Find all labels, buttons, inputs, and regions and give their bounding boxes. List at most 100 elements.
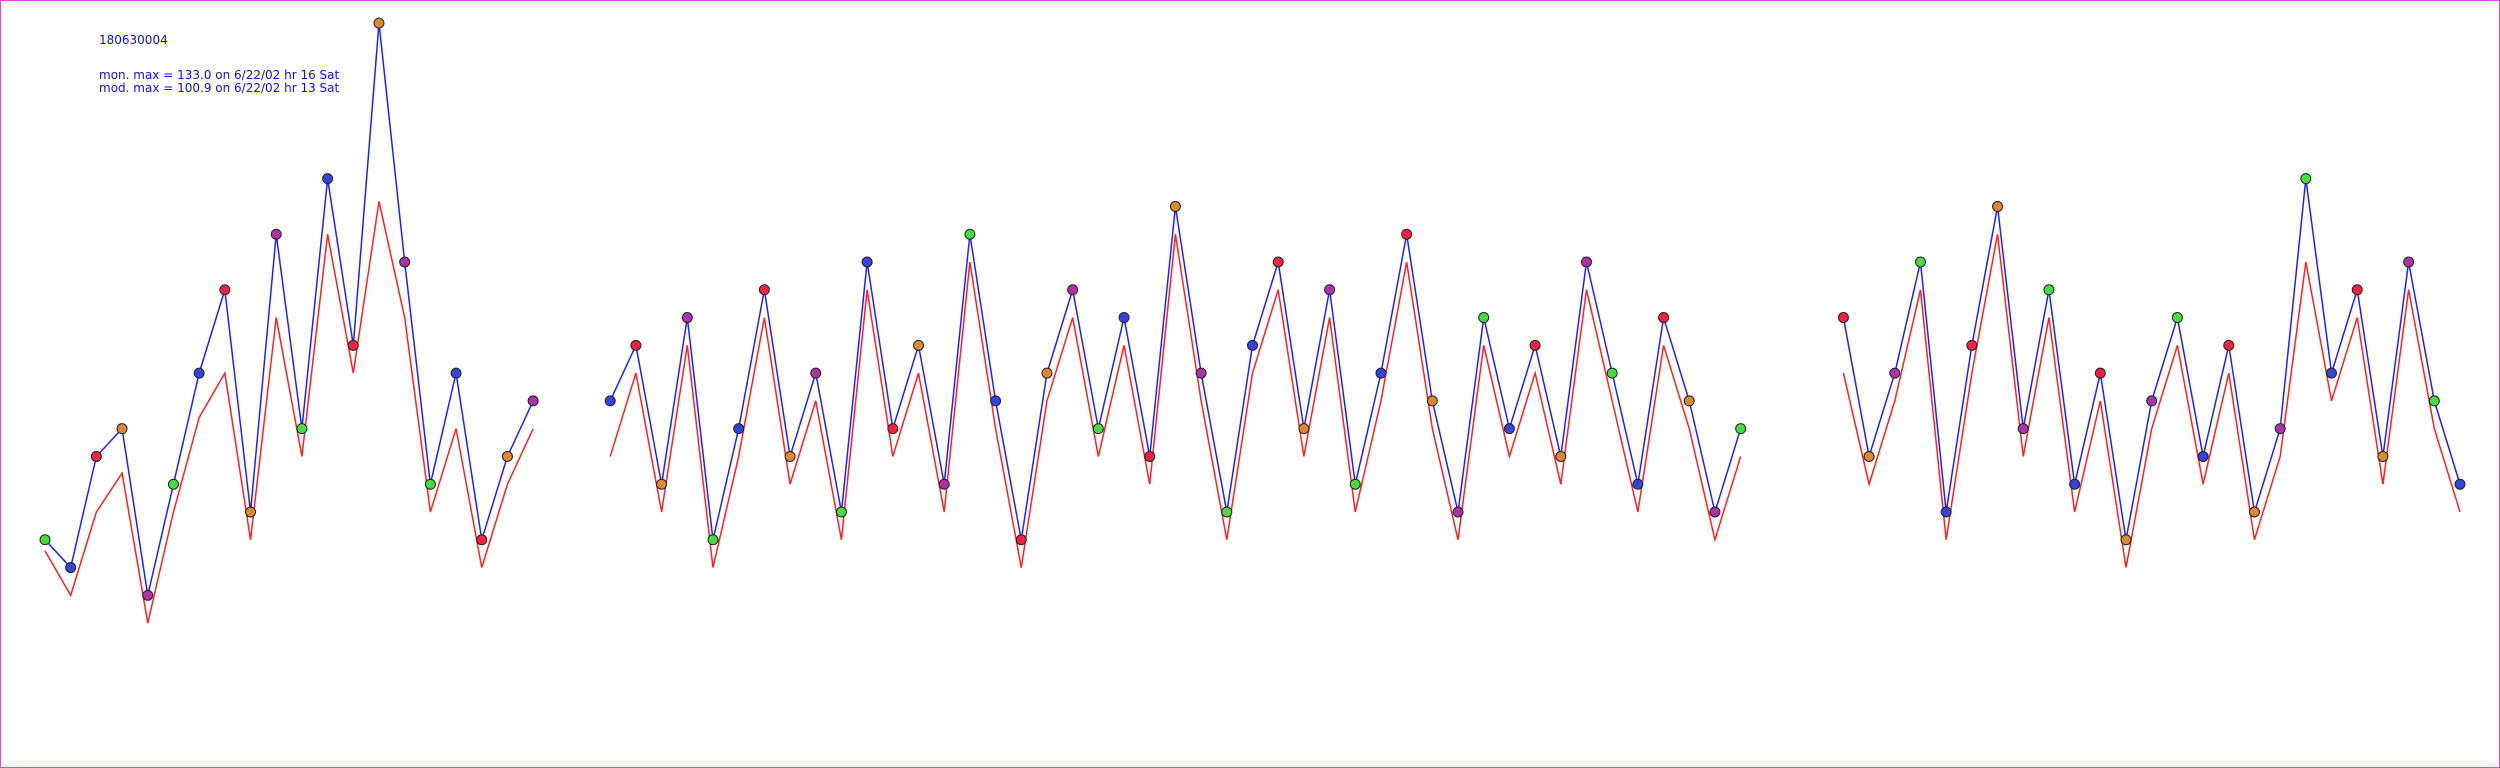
marker bbox=[1247, 339, 1258, 351]
marker bbox=[116, 423, 128, 435]
marker bbox=[2017, 423, 2029, 435]
marker bbox=[450, 367, 462, 379]
marker bbox=[1401, 228, 1413, 240]
marker bbox=[1914, 256, 1926, 268]
marker bbox=[373, 17, 385, 29]
marker bbox=[1298, 423, 1310, 435]
marker bbox=[2094, 367, 2106, 379]
marker bbox=[1555, 450, 1567, 462]
marker bbox=[656, 478, 668, 490]
marker bbox=[758, 284, 770, 296]
marker bbox=[1529, 339, 1541, 351]
marker bbox=[2197, 450, 2209, 462]
marker bbox=[399, 256, 411, 268]
marker bbox=[527, 395, 539, 407]
marker bbox=[39, 534, 51, 546]
series-line bbox=[44, 23, 534, 596]
marker bbox=[707, 534, 719, 546]
marker bbox=[1195, 367, 1207, 379]
model-max: mod. max = 100.9 on 6/22/02 hr 13 Sat bbox=[99, 81, 340, 95]
marker bbox=[1992, 200, 2004, 212]
marker bbox=[681, 312, 693, 324]
series-line bbox=[1842, 178, 2461, 540]
marker bbox=[990, 395, 1002, 407]
marker bbox=[1144, 450, 1156, 462]
marker bbox=[296, 423, 308, 435]
marker bbox=[1889, 367, 1901, 379]
marker bbox=[65, 562, 77, 574]
marker bbox=[2274, 423, 2286, 435]
marker bbox=[1709, 506, 1721, 518]
marker bbox=[1632, 478, 1644, 490]
marker bbox=[322, 173, 334, 185]
marker bbox=[245, 506, 257, 518]
marker bbox=[90, 450, 102, 462]
marker bbox=[2146, 395, 2158, 407]
marker bbox=[2454, 478, 2466, 490]
marker bbox=[810, 367, 822, 379]
marker bbox=[1863, 450, 1875, 462]
marker bbox=[424, 478, 436, 490]
marker bbox=[1067, 284, 1079, 296]
marker bbox=[2120, 534, 2132, 546]
marker bbox=[1169, 200, 1181, 212]
marker bbox=[2300, 173, 2312, 185]
marker bbox=[2171, 312, 2183, 324]
marker bbox=[835, 506, 847, 518]
marker bbox=[1324, 284, 1336, 296]
marker bbox=[2248, 506, 2260, 518]
marker bbox=[1015, 534, 1027, 546]
marker bbox=[964, 228, 976, 240]
marker bbox=[1837, 312, 1849, 324]
marker bbox=[733, 423, 745, 435]
marker bbox=[1349, 478, 1361, 490]
marker bbox=[1092, 423, 1104, 435]
marker bbox=[1735, 423, 1747, 435]
marker bbox=[887, 423, 899, 435]
marker bbox=[938, 478, 950, 490]
marker bbox=[2043, 284, 2055, 296]
series-line bbox=[609, 234, 1742, 568]
marker bbox=[476, 534, 488, 546]
monitor-max: mon. max = 133.0 on 6/22/02 hr 16 Sat bbox=[99, 68, 340, 82]
station-id: 180630004 bbox=[99, 33, 168, 47]
marker bbox=[784, 450, 796, 462]
marker bbox=[1606, 367, 1618, 379]
marker bbox=[1041, 367, 1053, 379]
marker bbox=[2428, 395, 2440, 407]
marker bbox=[1503, 423, 1515, 435]
marker bbox=[1221, 506, 1233, 518]
marker bbox=[1580, 256, 1592, 268]
marker bbox=[2403, 256, 2415, 268]
marker bbox=[2223, 339, 2235, 351]
marker bbox=[2326, 367, 2338, 379]
series-line bbox=[609, 206, 1742, 540]
marker bbox=[861, 256, 873, 268]
marker bbox=[193, 367, 205, 379]
marker bbox=[1478, 312, 1490, 324]
marker bbox=[1118, 312, 1130, 324]
marker bbox=[1426, 395, 1438, 407]
marker bbox=[270, 228, 282, 240]
series-line bbox=[1842, 234, 2461, 568]
marker bbox=[1272, 256, 1284, 268]
marker bbox=[1375, 367, 1387, 379]
marker bbox=[913, 339, 925, 351]
marker bbox=[1940, 506, 1952, 518]
marker bbox=[1452, 506, 1464, 518]
marker bbox=[2069, 478, 2081, 490]
marker bbox=[1966, 339, 1978, 351]
marker bbox=[1683, 395, 1695, 407]
marker bbox=[604, 395, 616, 407]
marker bbox=[142, 589, 154, 601]
marker bbox=[347, 339, 359, 351]
marker bbox=[501, 450, 513, 462]
marker bbox=[219, 284, 231, 296]
marker bbox=[167, 478, 179, 490]
marker bbox=[2377, 450, 2389, 462]
marker bbox=[1658, 312, 1670, 324]
marker bbox=[630, 339, 642, 351]
series-line bbox=[44, 201, 534, 624]
